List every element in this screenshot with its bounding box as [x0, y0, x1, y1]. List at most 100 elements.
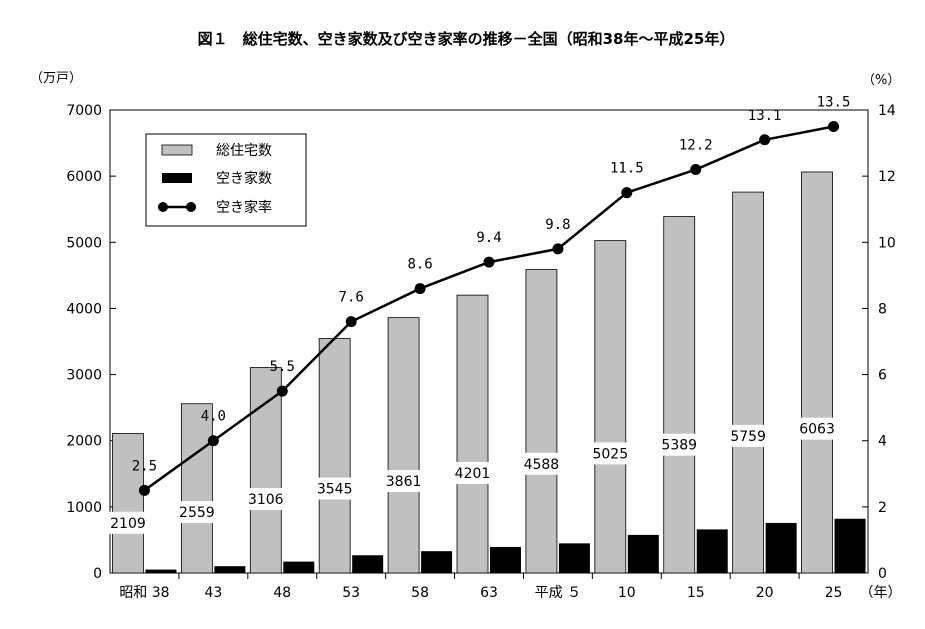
bar-total-label: 3106	[248, 492, 284, 508]
x-category-label: 15	[687, 585, 705, 601]
bar-vacant-houses	[834, 518, 866, 573]
left-tick-label: 2000	[66, 434, 102, 450]
bar-vacant-houses	[421, 551, 453, 573]
left-tick-label: 3000	[66, 368, 102, 384]
rate-point	[552, 243, 564, 255]
bar-label-bg	[519, 452, 564, 475]
x-category-label: 25	[825, 585, 843, 601]
x-category-label: 43	[204, 585, 222, 601]
bar-label-bg	[174, 501, 219, 524]
x-category-label: 平成 ５	[535, 585, 581, 601]
bar-total-housing	[525, 269, 558, 574]
plot-frame	[109, 109, 869, 574]
rate-point-label: 5.5	[270, 359, 295, 375]
bar-label-bg	[312, 477, 357, 500]
left-tick-label: 7000	[66, 103, 102, 119]
bar-total-label: 5389	[661, 438, 697, 454]
bar-vacant-houses	[696, 529, 728, 573]
bar-total-housing	[318, 338, 351, 574]
x-category-label: 昭和 38	[119, 585, 169, 601]
right-tick-label: 10	[878, 235, 896, 251]
bar-total-housing	[456, 294, 489, 574]
bar-label-bg	[381, 470, 426, 493]
x-category-label: 63	[480, 585, 498, 601]
legend-swatch-total	[161, 144, 193, 156]
legend-label-rate: 空き家率	[216, 199, 272, 216]
bar-total-label: 4201	[455, 466, 491, 482]
bar-vacant-houses	[352, 555, 384, 573]
bar-total-housing	[112, 433, 144, 574]
x-axis-unit: （年）	[860, 585, 902, 601]
rate-point-label: 9.8	[545, 217, 570, 233]
left-tick-label: 4000	[66, 301, 102, 317]
bar-vacant-houses	[490, 546, 521, 573]
bar-total-label: 4588	[524, 457, 560, 473]
rate-point	[345, 316, 357, 328]
bar-vacant-houses	[283, 561, 315, 573]
rate-point	[483, 256, 495, 268]
rate-point	[207, 435, 219, 447]
rate-point-label: 13.1	[748, 108, 782, 124]
x-category-label: 10	[618, 585, 636, 601]
bar-total-label: 2559	[179, 505, 215, 521]
bar-label-bg	[105, 511, 150, 534]
rate-point-label: 7.6	[339, 290, 364, 306]
bar-vacant-houses	[558, 543, 590, 573]
rate-point-label: 11.5	[610, 161, 644, 177]
rate-point	[276, 385, 288, 397]
bar-vacant-houses	[214, 566, 246, 573]
x-category-label: 20	[756, 585, 774, 601]
right-tick-label: 8	[878, 301, 887, 317]
left-axis-unit: （万戸）	[30, 71, 82, 86]
right-tick-label: 4	[878, 434, 887, 450]
rate-point	[621, 187, 633, 199]
rate-point-label: 12.2	[679, 138, 713, 154]
bar-total-label: 3861	[386, 474, 422, 490]
rate-point	[759, 134, 771, 146]
left-tick-label: 0	[93, 566, 102, 582]
rate-point-label: 9.4	[476, 230, 501, 246]
bar-total-label: 6063	[799, 422, 835, 438]
bar-total-housing	[180, 403, 213, 574]
x-category-label: 58	[411, 585, 429, 601]
bar-label-bg	[726, 424, 771, 447]
rate-point	[828, 121, 840, 133]
chart-title: 図１ 総住宅数、空き家数及び空き家率の推移－全国（昭和38年～平成25年）	[198, 30, 735, 48]
bar-total-housing	[732, 191, 765, 574]
right-tick-label: 6	[878, 368, 887, 384]
rate-point	[138, 484, 150, 496]
rate-point-label: 13.5	[817, 95, 851, 111]
bar-total-housing	[801, 171, 833, 574]
bar-total-label: 5759	[730, 429, 766, 445]
bar-total-housing	[594, 240, 627, 574]
bar-label-bg	[588, 442, 633, 465]
bar-label-bg	[450, 461, 495, 484]
bar-total-housing	[387, 317, 420, 574]
bar-vacant-houses	[765, 522, 797, 573]
bar-total-label: 2109	[110, 516, 146, 532]
bar-total-housing	[249, 367, 282, 574]
bar-label-bg	[657, 433, 702, 456]
bar-vacant-houses	[627, 534, 659, 573]
bar-label-bg	[795, 417, 840, 440]
bar-label-bg	[243, 488, 288, 511]
bar-total-label: 3545	[317, 482, 353, 498]
plot-area: 0 1000 2000 3000 4000 5000 6000 7000 0 2 4 6 8 10 12 14…	[66, 95, 901, 601]
rate-point	[414, 283, 426, 295]
x-category-label: 53	[342, 585, 360, 601]
rate-point	[690, 164, 702, 176]
left-tick-label: 1000	[66, 500, 102, 516]
left-tick-label: 6000	[66, 169, 102, 185]
bar-total-label: 5025	[592, 446, 628, 462]
legend-label-vacant: 空き家数	[216, 170, 272, 187]
right-tick-label: 14	[878, 103, 896, 119]
legend-marker-rate	[158, 202, 168, 212]
right-axis-unit: （%）	[862, 73, 900, 88]
legend-swatch-vacant	[162, 173, 192, 183]
rate-point-label: 8.6	[407, 257, 432, 273]
bar-vacant-houses	[145, 569, 177, 573]
rate-point-label: 4.0	[201, 409, 226, 425]
left-tick-label: 5000	[66, 235, 102, 251]
right-tick-label: 0	[878, 566, 887, 582]
